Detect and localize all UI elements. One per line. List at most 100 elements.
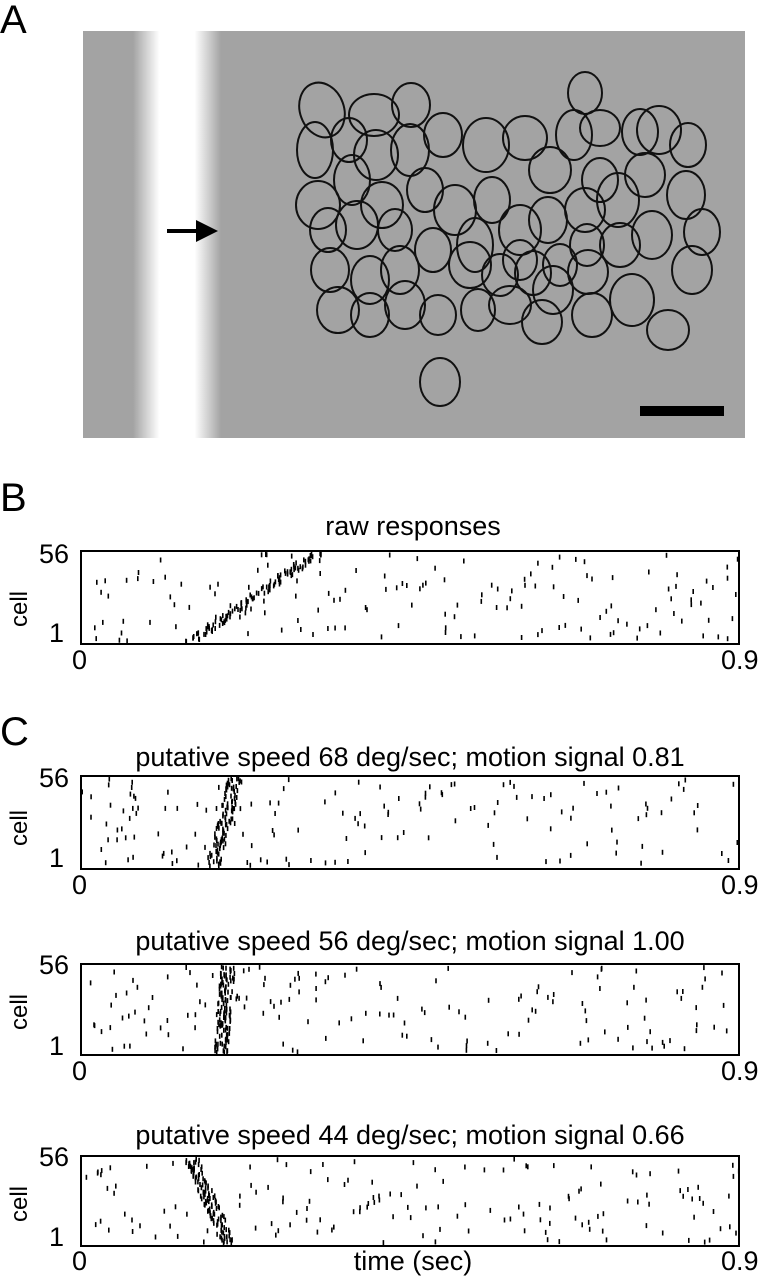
spike-139 bbox=[631, 1169, 634, 1175]
receptive-field-7 bbox=[330, 117, 368, 163]
spike-80 bbox=[412, 1160, 415, 1166]
raster-3-plot bbox=[80, 963, 740, 1056]
spike-160 bbox=[216, 855, 218, 861]
spike-233 bbox=[291, 572, 294, 578]
spike-15 bbox=[355, 966, 358, 972]
spike-212 bbox=[224, 1006, 226, 1011]
spike-128 bbox=[465, 1047, 468, 1053]
receptive-field-11 bbox=[462, 117, 510, 173]
spike-61 bbox=[126, 638, 128, 644]
spike-55 bbox=[353, 1159, 356, 1165]
spike-119 bbox=[379, 784, 381, 790]
spike-12 bbox=[589, 635, 592, 641]
spike-46 bbox=[429, 784, 431, 790]
spike-239 bbox=[289, 569, 291, 575]
receptive-field-50 bbox=[671, 245, 713, 295]
spike-39 bbox=[189, 970, 191, 976]
spike-105 bbox=[511, 588, 513, 594]
spike-142 bbox=[577, 597, 579, 603]
raster-frame bbox=[80, 963, 740, 1056]
spike-20 bbox=[605, 1237, 608, 1243]
spike-42 bbox=[626, 1198, 629, 1204]
spike-35 bbox=[90, 814, 92, 820]
spike-25 bbox=[400, 1192, 402, 1198]
spike-245 bbox=[192, 1170, 195, 1176]
spike-250 bbox=[221, 976, 223, 982]
spike-129 bbox=[159, 1025, 162, 1031]
spike-248 bbox=[227, 777, 230, 783]
spike-24 bbox=[229, 820, 232, 826]
spike-249 bbox=[225, 976, 227, 982]
spike-188 bbox=[221, 1021, 224, 1027]
receptive-field-15 bbox=[581, 157, 619, 203]
spike-247 bbox=[230, 978, 232, 984]
spike-217 bbox=[221, 802, 223, 808]
spike-24 bbox=[596, 974, 599, 980]
spike-40 bbox=[204, 1002, 207, 1008]
spike-51 bbox=[480, 598, 483, 604]
spike-193 bbox=[226, 826, 229, 832]
spike-167 bbox=[214, 626, 216, 631]
spike-91 bbox=[309, 1169, 312, 1175]
spike-67 bbox=[513, 783, 515, 789]
spike-119 bbox=[401, 581, 404, 586]
spike-96 bbox=[600, 1181, 602, 1187]
spike-223 bbox=[224, 997, 227, 1002]
spike-120 bbox=[333, 597, 335, 603]
spike-99 bbox=[552, 992, 555, 997]
spike-72 bbox=[116, 827, 119, 833]
spike-29 bbox=[503, 1217, 506, 1223]
receptive-field-61 bbox=[419, 357, 461, 407]
spike-21 bbox=[296, 1049, 299, 1055]
spike-189 bbox=[227, 609, 230, 615]
spike-140 bbox=[584, 1008, 587, 1014]
spike-229 bbox=[204, 1185, 207, 1191]
spike-111 bbox=[416, 556, 419, 562]
spike-220 bbox=[222, 1000, 225, 1006]
spike-172 bbox=[226, 1035, 229, 1041]
spike-215 bbox=[213, 1193, 216, 1199]
spike-210 bbox=[263, 590, 266, 596]
spike-61 bbox=[531, 1007, 533, 1013]
spike-65 bbox=[690, 602, 693, 608]
spike-4 bbox=[295, 1209, 298, 1215]
spike-113 bbox=[187, 1012, 189, 1018]
spike-130 bbox=[635, 1172, 638, 1178]
spike-106 bbox=[204, 844, 206, 850]
spike-228 bbox=[225, 794, 227, 799]
spike-206 bbox=[204, 1198, 207, 1204]
spike-252 bbox=[191, 1165, 193, 1171]
spike-15 bbox=[578, 1188, 580, 1194]
spike-223 bbox=[204, 1188, 207, 1194]
spike-195 bbox=[224, 822, 227, 828]
spike-95 bbox=[444, 625, 447, 631]
spike-256 bbox=[223, 972, 225, 978]
spike-15 bbox=[318, 558, 321, 564]
spike-185 bbox=[225, 613, 227, 619]
spike-98 bbox=[524, 582, 526, 588]
spike-170 bbox=[208, 624, 210, 630]
raster-1-plot bbox=[80, 550, 740, 645]
spike-74 bbox=[680, 995, 683, 1001]
spike-57 bbox=[424, 790, 427, 796]
spike-134 bbox=[659, 630, 662, 636]
spike-239 bbox=[197, 1176, 200, 1182]
spike-219 bbox=[208, 1191, 210, 1197]
spike-166 bbox=[210, 628, 213, 633]
spike-221 bbox=[202, 1190, 205, 1196]
raster-3-ytick-bottom: 1 bbox=[49, 1031, 65, 1061]
spike-229 bbox=[278, 575, 281, 581]
spike-162 bbox=[209, 854, 212, 860]
spike-38 bbox=[453, 781, 456, 787]
spike-183 bbox=[229, 614, 231, 620]
spike-31 bbox=[186, 1211, 188, 1217]
spike-87 bbox=[641, 843, 644, 849]
spike-265 bbox=[310, 551, 313, 556]
spike-141 bbox=[434, 565, 436, 571]
spike-113 bbox=[537, 560, 539, 566]
spike-32 bbox=[171, 861, 174, 866]
spike-54 bbox=[683, 1046, 686, 1052]
receptive-field-35 bbox=[456, 217, 494, 273]
spike-148 bbox=[651, 1045, 653, 1051]
spike-3 bbox=[109, 1025, 112, 1031]
